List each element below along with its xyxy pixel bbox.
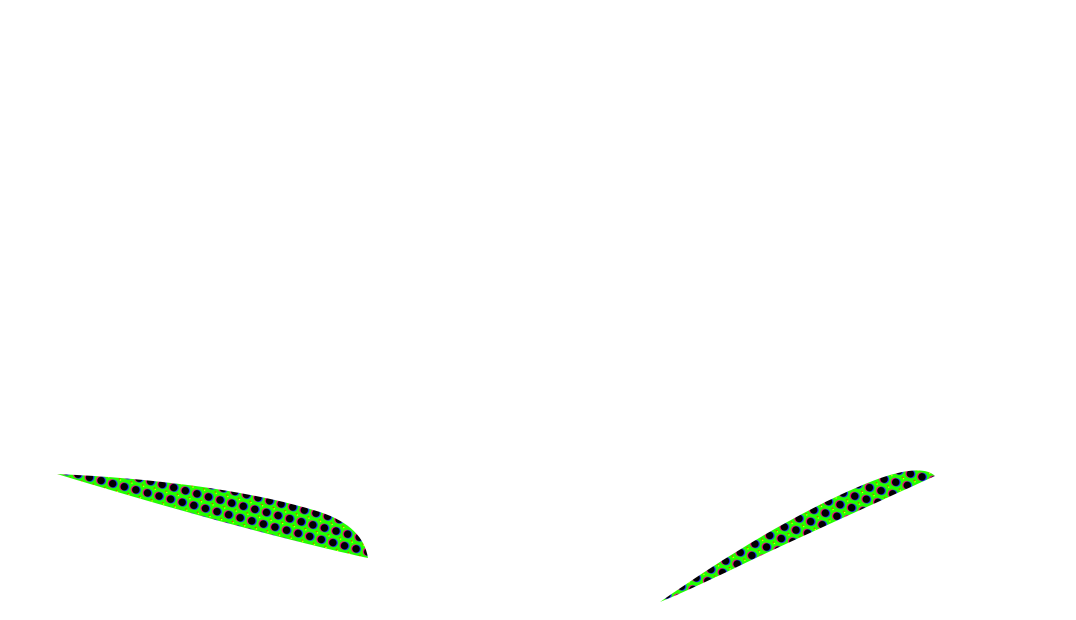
right-shape — [660, 470, 935, 602]
left-shape — [57, 474, 368, 558]
